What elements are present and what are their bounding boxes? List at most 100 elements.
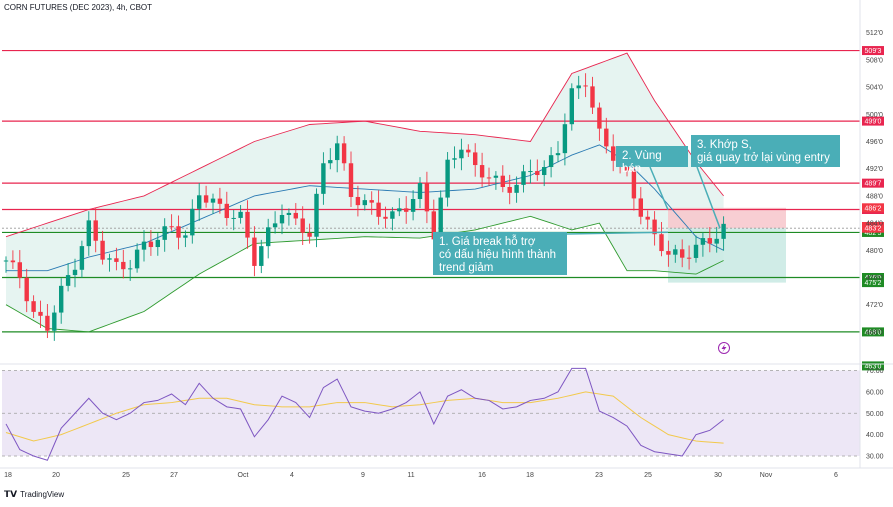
bollinger-fill xyxy=(6,53,724,332)
candle-body xyxy=(272,223,278,228)
annotation-3-line: 3. Khớp S, xyxy=(697,139,752,151)
candle-body xyxy=(300,218,305,233)
candle-body xyxy=(155,239,160,248)
candle-body xyxy=(590,86,595,108)
price-tick-label: 508'0 xyxy=(866,57,883,64)
price-tick-label: 484'0 xyxy=(866,221,883,228)
candle-body xyxy=(479,165,485,178)
candle-body xyxy=(535,171,540,176)
candle-body xyxy=(17,262,22,278)
candle-body xyxy=(252,237,257,266)
price-pane xyxy=(2,49,860,354)
candle-body xyxy=(52,312,57,331)
candle-body xyxy=(245,211,250,238)
candle-body xyxy=(555,153,561,156)
x-tick-label: 20 xyxy=(52,472,60,479)
x-tick-label: Nov xyxy=(760,472,773,479)
candle-body xyxy=(673,249,678,255)
brand: 𝗧𝗩 TradingView xyxy=(4,489,64,500)
rsi-line xyxy=(5,367,724,461)
candle-body xyxy=(369,200,374,203)
candle-body xyxy=(266,227,271,247)
chart-title: CORN FUTURES (DEC 2023), 4h, CBOT xyxy=(4,3,153,12)
candle-body xyxy=(38,311,43,316)
candle-body xyxy=(659,234,664,252)
annotation-1-line: có dấu hiệu hình thành xyxy=(439,249,557,261)
annotation-2-pointer xyxy=(649,166,669,211)
candle-body xyxy=(279,214,285,224)
marker-tag-text: 475'2 xyxy=(865,280,882,287)
rsi-pane xyxy=(2,367,860,461)
price-tick-label: 472'0 xyxy=(866,302,883,309)
candle-body xyxy=(431,211,436,240)
price-tick-label: 468'0 xyxy=(866,329,883,336)
candle-body xyxy=(141,241,147,250)
candle-body xyxy=(72,269,78,276)
level-tag xyxy=(862,46,884,56)
marker-tag xyxy=(862,203,884,213)
level-tag xyxy=(862,178,884,188)
short-target-zone xyxy=(668,228,786,283)
annotation-3-line: giá quay trở lại vùng entry xyxy=(697,152,830,164)
x-tick-label: 27 xyxy=(170,472,178,479)
rsi-tick-label: 50.00 xyxy=(866,411,884,418)
candle-body xyxy=(473,152,478,166)
price-tick-label: 500'0 xyxy=(866,112,883,119)
candle-body xyxy=(404,208,409,212)
x-tick-label: 18 xyxy=(526,472,534,479)
candle-body xyxy=(542,167,547,176)
candle-body xyxy=(286,212,292,215)
candle-body xyxy=(576,85,581,89)
candle-body xyxy=(93,220,98,241)
marker-tag-text: 486'2 xyxy=(865,205,882,212)
annotation-1-line: 1. Giá break hỗ trợ xyxy=(439,236,536,248)
candle-body xyxy=(417,183,423,200)
bollinger-basis xyxy=(6,144,724,272)
candle-body xyxy=(500,175,505,187)
bollinger-upper xyxy=(5,52,724,238)
candle-body xyxy=(397,208,402,212)
candle-body xyxy=(100,240,105,260)
candle-body xyxy=(348,163,354,197)
candle-body xyxy=(507,186,512,193)
candle-body xyxy=(521,171,526,185)
x-tick-label: 25 xyxy=(122,472,130,479)
candle-body xyxy=(721,223,726,239)
candle-body xyxy=(307,232,312,237)
candle-body xyxy=(693,244,699,258)
candle-body xyxy=(169,226,174,228)
candle-body xyxy=(79,246,85,270)
lightning-bolt-icon xyxy=(721,344,727,352)
annotation-3-pointer xyxy=(696,166,721,229)
rsi-tick-label: 40.00 xyxy=(866,432,884,439)
annotation-3: 3. Khớp S, giá quay trở lại vùng entry xyxy=(691,135,840,167)
annotation-2-line: 2. Vùng bán xyxy=(622,150,662,175)
x-tick-label: Oct xyxy=(238,472,249,479)
price-tick-label: 480'0 xyxy=(866,248,883,255)
candle-body xyxy=(238,211,243,218)
level-tag xyxy=(862,116,884,126)
candle-body xyxy=(686,257,692,259)
candle-body xyxy=(700,238,706,245)
candle-body xyxy=(259,246,264,266)
marker-tag-text: 463'0 xyxy=(865,363,882,370)
candle-body xyxy=(24,277,29,302)
candle-body xyxy=(203,195,209,203)
candle-body xyxy=(631,170,637,199)
candle-body xyxy=(707,238,712,244)
candle-body xyxy=(341,143,347,164)
short-stop-zone xyxy=(668,207,786,229)
annotation-1: 1. Giá break hỗ trợ có dấu hiệu hình thà… xyxy=(433,232,567,275)
candle-body xyxy=(59,285,64,313)
tradingview-logo-icon: 𝗧𝗩 xyxy=(4,489,18,499)
candle-body xyxy=(548,155,554,168)
marker-tag xyxy=(862,278,884,288)
candle-body xyxy=(514,184,519,193)
candle-body xyxy=(231,217,236,219)
price-tick-label: 512'0 xyxy=(866,30,883,37)
candle-body xyxy=(293,212,298,219)
price-tick-label: 496'0 xyxy=(866,139,883,146)
candle-body xyxy=(355,196,361,206)
x-tick-label: 30 xyxy=(714,472,722,479)
annotation-2: 2. Vùng bán xyxy=(616,146,688,175)
